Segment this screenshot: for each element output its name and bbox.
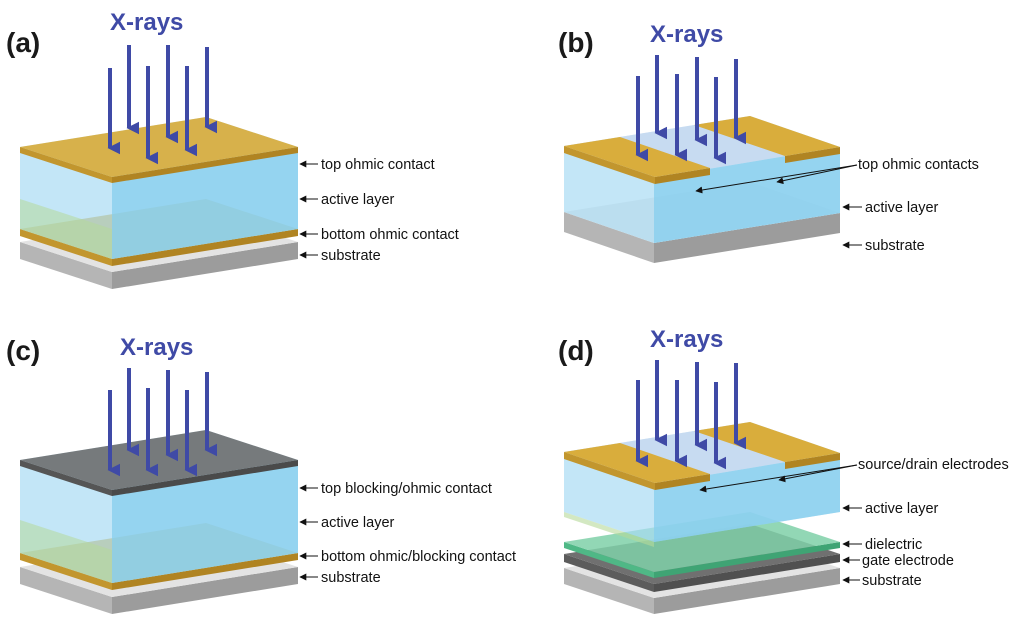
panel-a-xray-arrows (107, 45, 218, 165)
callout-active-layer: active layer (865, 200, 939, 216)
panel-c: (c) X-rays (6, 334, 516, 614)
panel-a-label: (a) (6, 27, 40, 58)
callout-bottom-ohmic-blocking-contact: bottom ohmic/blocking contact (321, 549, 516, 565)
callout-active-layer: active layer (321, 192, 395, 208)
callout-substrate: substrate (321, 248, 381, 264)
panel-a-xray-title: X-rays (110, 9, 183, 36)
panel-d: (d) X-rays (558, 326, 1009, 614)
callout-active-layer: active layer (865, 501, 939, 517)
callout-substrate: substrate (321, 570, 381, 586)
callout-gate-electrode: gate electrode (862, 553, 954, 569)
callout-top-blocking-ohmic-contact: top blocking/ohmic contact (321, 481, 492, 497)
panel-c-xray-title: X-rays (120, 334, 193, 361)
callout-bottom-ohmic-contact: bottom ohmic contact (321, 227, 459, 243)
callout-active-layer: active layer (321, 515, 395, 531)
callout-substrate: substrate (862, 573, 922, 589)
callout-source-drain-electrodes: source/drain electrodes (858, 457, 1009, 473)
panel-a: (a) X-rays (6, 9, 459, 289)
panel-a-callouts: top ohmic contact active layer bottom oh… (299, 157, 459, 264)
panel-d-dielectric (564, 512, 840, 578)
panel-b: (b) X-rays (558, 21, 979, 263)
panel-a-top-contact (20, 117, 298, 183)
panel-b-xray-arrows (635, 55, 747, 165)
panel-d-callouts: source/drain electrodes active layer die… (699, 457, 1009, 589)
panel-c-label: (c) (6, 335, 40, 366)
panel-c-top-contact (20, 430, 298, 496)
callout-dielectric: dielectric (865, 537, 922, 553)
panel-d-xray-arrows (635, 360, 747, 470)
callout-top-ohmic-contact: top ohmic contact (321, 157, 435, 173)
callout-top-ohmic-contacts: top ohmic contacts (858, 157, 979, 173)
callout-substrate: substrate (865, 238, 925, 254)
panel-d-xray-title: X-rays (650, 326, 723, 353)
panel-b-label: (b) (558, 27, 594, 58)
panel-b-xray-title: X-rays (650, 21, 723, 48)
panel-b-callouts: top ohmic contacts active layer substrat… (695, 157, 979, 254)
panel-c-callouts: top blocking/ohmic contact active layer … (299, 481, 516, 586)
panel-d-label: (d) (558, 335, 594, 366)
panel-c-xray-arrows (107, 368, 218, 477)
